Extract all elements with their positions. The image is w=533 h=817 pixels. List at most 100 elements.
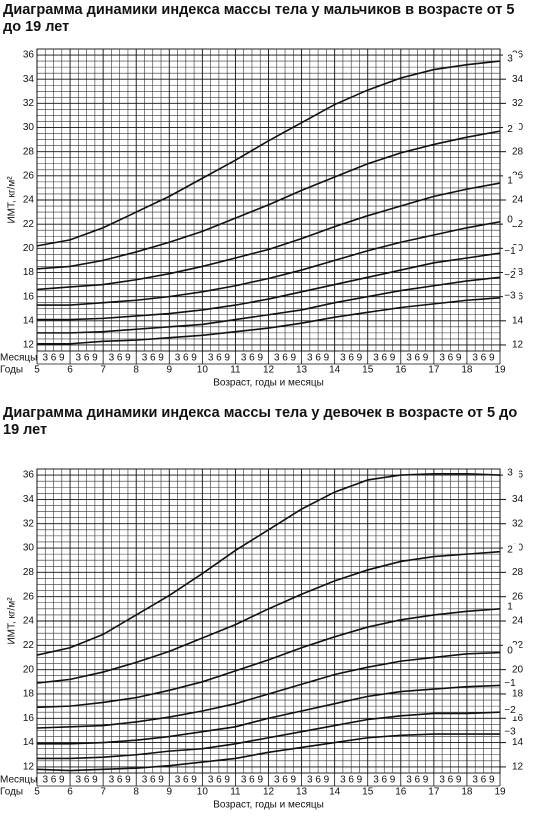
chart-title: Диаграмма динамики индекса массы тела у … xyxy=(3,405,518,438)
y2-tick-label: 34 xyxy=(512,74,524,85)
legend-bg xyxy=(503,123,519,136)
month-label: 6 xyxy=(448,775,454,786)
curve xyxy=(36,182,501,291)
month-label: 6 xyxy=(117,775,123,786)
y-tick-label: 34 xyxy=(23,494,35,505)
x-tick-label: 9 xyxy=(167,365,173,376)
y2-tick-label: 28 xyxy=(512,567,524,578)
month-label: 9 xyxy=(59,775,65,786)
month-label: 9 xyxy=(158,775,164,786)
curve xyxy=(37,684,501,745)
y-axis-label: ИМТ, кг/м² xyxy=(7,597,18,645)
curve xyxy=(36,550,501,684)
x-tick-label: 17 xyxy=(428,365,440,376)
y2-tick-label: 14 xyxy=(512,737,524,748)
month-label: 9 xyxy=(257,775,263,786)
month-label: 3 xyxy=(472,775,478,786)
x-tick-label: 5 xyxy=(34,787,40,798)
y-tick-label: 36 xyxy=(23,470,35,481)
y-tick-label: 12 xyxy=(23,762,35,773)
x-tick-label: 12 xyxy=(263,365,275,376)
y2-tick-label: 24 xyxy=(512,195,524,206)
curve xyxy=(37,252,501,321)
month-label: 9 xyxy=(92,353,98,364)
month-label: 9 xyxy=(125,353,131,364)
month-label: 9 xyxy=(224,775,230,786)
curve xyxy=(36,733,500,772)
x-tick-label: 8 xyxy=(133,365,139,376)
month-label: 3 xyxy=(42,775,48,786)
month-label: 9 xyxy=(357,775,363,786)
legend-bg xyxy=(503,467,519,480)
month-label: 3 xyxy=(76,775,82,786)
month-label: 6 xyxy=(84,353,90,364)
legend-label: 2 xyxy=(507,124,513,135)
month-label: 6 xyxy=(84,775,90,786)
x-tick-label: 8 xyxy=(133,787,139,798)
y-tick-label: 34 xyxy=(23,74,35,85)
y-tick-label: 32 xyxy=(23,518,35,529)
x-tick-label: 9 xyxy=(167,787,173,798)
month-label: 3 xyxy=(208,775,214,786)
month-label: 9 xyxy=(456,353,462,364)
month-label: 6 xyxy=(183,775,189,786)
month-label: 9 xyxy=(489,775,495,786)
month-label: 6 xyxy=(315,775,321,786)
y2-tick-label: 20 xyxy=(512,664,524,675)
legend-label: −3 xyxy=(504,727,516,738)
x-tick-label: 14 xyxy=(329,365,341,376)
month-label: 6 xyxy=(216,775,222,786)
y2-tick-label: 16 xyxy=(512,713,524,724)
month-label: 3 xyxy=(307,353,313,364)
x-tick-label: 12 xyxy=(263,787,275,798)
x-tick-label: 7 xyxy=(100,365,106,376)
y-tick-label: 24 xyxy=(23,616,35,627)
month-label: 6 xyxy=(282,353,288,364)
y-tick-label: 22 xyxy=(23,640,35,651)
month-label: 9 xyxy=(191,775,197,786)
x-tick-label: 16 xyxy=(395,787,407,798)
y-tick-label: 12 xyxy=(23,340,35,351)
years-label: Годы xyxy=(0,787,23,798)
y-tick-label: 14 xyxy=(23,315,35,326)
month-label: 6 xyxy=(481,775,487,786)
y-tick-label: 20 xyxy=(23,243,35,254)
y2-tick-label: 18 xyxy=(512,689,524,700)
month-label: 9 xyxy=(324,775,330,786)
month-label: 6 xyxy=(415,353,421,364)
x-tick-label: 5 xyxy=(34,365,40,376)
legend-bg xyxy=(503,269,519,282)
legend-label: 0 xyxy=(507,645,513,656)
x-tick-label: 16 xyxy=(395,365,407,376)
legend-label: −3 xyxy=(504,290,516,301)
x-tick-label: 17 xyxy=(428,787,440,798)
y2-tick-label: 14 xyxy=(512,315,524,326)
legend-label: −2 xyxy=(504,705,516,716)
x-tick-label: 15 xyxy=(362,365,374,376)
legend-label: −1 xyxy=(504,246,516,257)
month-label: 3 xyxy=(274,353,280,364)
y2-tick-label: 28 xyxy=(512,146,524,157)
legend-bg xyxy=(503,175,519,188)
legend-label: 1 xyxy=(507,176,513,187)
month-label: 3 xyxy=(142,775,148,786)
month-label: 9 xyxy=(59,353,65,364)
y-tick-label: 22 xyxy=(23,219,35,230)
legend-bg xyxy=(503,600,519,613)
legend-bg xyxy=(503,644,519,657)
y-tick-label: 28 xyxy=(23,146,35,157)
month-label: 6 xyxy=(481,353,487,364)
x-tick-label: 13 xyxy=(296,365,308,376)
month-label: 9 xyxy=(423,775,429,786)
legend-label: 3 xyxy=(507,54,513,65)
x-axis-label: Возраст, годы и месяцы xyxy=(213,800,324,811)
month-label: 6 xyxy=(315,353,321,364)
curve xyxy=(37,711,501,760)
month-label: 6 xyxy=(216,353,222,364)
month-label: 9 xyxy=(291,353,297,364)
y-tick-label: 28 xyxy=(23,567,35,578)
x-tick-label: 7 xyxy=(100,787,106,798)
x-tick-label: 19 xyxy=(494,365,506,376)
y-tick-label: 36 xyxy=(23,50,35,61)
